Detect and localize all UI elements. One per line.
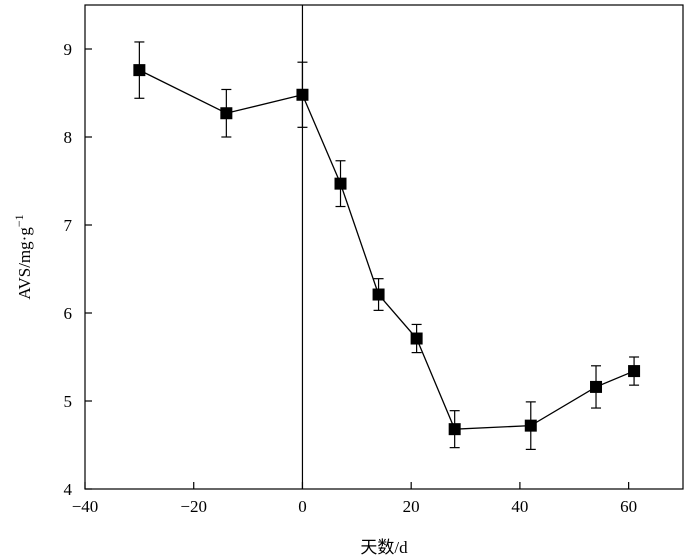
data-point	[296, 88, 309, 101]
y-tick-label: 7	[64, 216, 73, 235]
y-tick-label: 5	[64, 392, 73, 411]
x-tick-label: 0	[298, 497, 307, 516]
y-axis-label-main: AVS/mg·g	[15, 227, 34, 300]
data-point	[133, 64, 146, 77]
markers-layer	[133, 64, 641, 436]
y-axis-label: AVS/mg·g−1	[12, 214, 34, 299]
y-tick-label: 6	[64, 304, 73, 323]
data-point	[524, 419, 537, 432]
error-bars-layer	[134, 41, 640, 450]
plot-frame	[84, 4, 684, 490]
labels-layer: 天数/d AVS/mg·g−1	[12, 214, 408, 557]
data-point	[220, 107, 233, 120]
x-tick-label: 60	[620, 497, 637, 516]
series-line-layer	[139, 69, 635, 430]
data-point	[628, 365, 641, 378]
y-tick-label: 8	[64, 128, 73, 147]
data-point	[448, 423, 461, 436]
data-point	[372, 288, 385, 301]
data-point	[410, 332, 423, 345]
series-line	[139, 69, 635, 430]
x-axis-label: 天数/d	[360, 538, 408, 557]
x-tick-label: −40	[72, 497, 99, 516]
data-point	[334, 177, 347, 190]
data-point	[590, 380, 603, 393]
y-tick-label: 9	[64, 40, 73, 59]
x-tick-label: 20	[403, 497, 420, 516]
axes: −40 −20 0 20 40 60 4 5 6 7 8 9	[64, 4, 684, 516]
x-tick-label: −20	[180, 497, 207, 516]
y-tick-label: 4	[64, 480, 73, 499]
y-axis-label-superscript: −1	[12, 214, 26, 227]
x-tick-label: 40	[511, 497, 528, 516]
